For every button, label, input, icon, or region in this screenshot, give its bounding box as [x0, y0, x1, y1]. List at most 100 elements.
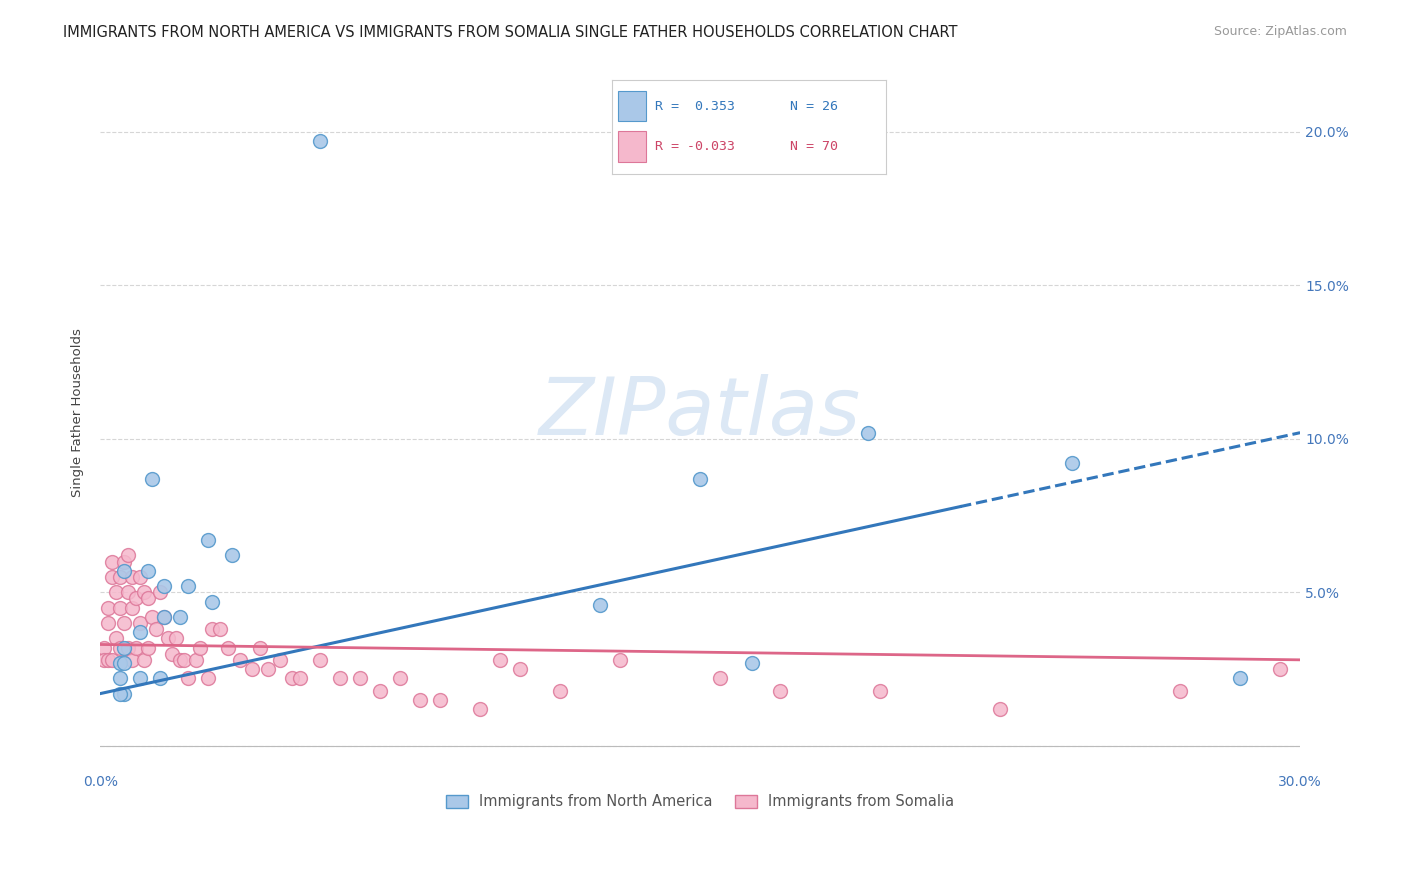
- Point: [108, 687, 131, 701]
- Point: [136, 564, 159, 578]
- Point: [1062, 456, 1084, 470]
- Point: [769, 683, 792, 698]
- Text: ZIPatlas: ZIPatlas: [538, 374, 862, 451]
- Point: [229, 653, 252, 667]
- Point: [101, 653, 124, 667]
- Point: [197, 533, 219, 548]
- Point: [108, 600, 131, 615]
- Point: [125, 640, 148, 655]
- Point: [1229, 671, 1251, 685]
- Point: [129, 671, 152, 685]
- Point: [186, 653, 208, 667]
- Point: [240, 662, 263, 676]
- Point: [134, 585, 156, 599]
- Point: [489, 653, 512, 667]
- Point: [108, 640, 131, 655]
- Point: [709, 671, 731, 685]
- Point: [221, 549, 243, 563]
- Point: [149, 671, 172, 685]
- Point: [368, 683, 391, 698]
- Point: [149, 585, 172, 599]
- Point: [105, 585, 128, 599]
- Point: [129, 615, 152, 630]
- Point: [101, 570, 124, 584]
- Text: Source: ZipAtlas.com: Source: ZipAtlas.com: [1213, 25, 1347, 38]
- Point: [117, 585, 139, 599]
- Point: [108, 656, 131, 670]
- Point: [112, 640, 135, 655]
- Point: [97, 615, 120, 630]
- Point: [121, 570, 143, 584]
- Point: [209, 622, 232, 636]
- Text: R =  0.353: R = 0.353: [655, 100, 735, 112]
- Point: [141, 472, 163, 486]
- Point: [105, 632, 128, 646]
- Point: [169, 653, 191, 667]
- Point: [269, 653, 291, 667]
- Point: [112, 656, 135, 670]
- Text: IMMIGRANTS FROM NORTH AMERICA VS IMMIGRANTS FROM SOMALIA SINGLE FATHER HOUSEHOLD: IMMIGRANTS FROM NORTH AMERICA VS IMMIGRA…: [63, 25, 957, 40]
- Point: [869, 683, 891, 698]
- Point: [173, 653, 195, 667]
- Point: [101, 555, 124, 569]
- Point: [129, 570, 152, 584]
- Point: [165, 632, 187, 646]
- Point: [470, 702, 492, 716]
- Point: [1268, 662, 1291, 676]
- Point: [112, 615, 135, 630]
- Text: N = 26: N = 26: [790, 100, 838, 112]
- Point: [217, 640, 239, 655]
- Point: [741, 656, 763, 670]
- Point: [1168, 683, 1191, 698]
- Point: [177, 579, 200, 593]
- Point: [117, 549, 139, 563]
- Point: [548, 683, 571, 698]
- Point: [201, 622, 224, 636]
- Point: [108, 671, 131, 685]
- Point: [429, 692, 451, 706]
- Point: [112, 555, 135, 569]
- Point: [988, 702, 1011, 716]
- Point: [201, 594, 224, 608]
- Point: [509, 662, 531, 676]
- Point: [112, 564, 135, 578]
- Point: [153, 610, 176, 624]
- Point: [309, 653, 332, 667]
- Point: [389, 671, 412, 685]
- Point: [153, 579, 176, 593]
- Point: [93, 640, 115, 655]
- Point: [153, 610, 176, 624]
- Point: [141, 610, 163, 624]
- Point: [609, 653, 631, 667]
- Point: [157, 632, 180, 646]
- Point: [108, 570, 131, 584]
- Point: [249, 640, 271, 655]
- Y-axis label: Single Father Households: Single Father Households: [72, 328, 84, 497]
- Point: [97, 600, 120, 615]
- Point: [856, 425, 879, 440]
- Point: [93, 653, 115, 667]
- Point: [689, 472, 711, 486]
- Point: [197, 671, 219, 685]
- Point: [281, 671, 304, 685]
- Point: [112, 687, 135, 701]
- Point: [160, 647, 183, 661]
- Point: [349, 671, 371, 685]
- Point: [145, 622, 167, 636]
- Point: [97, 653, 120, 667]
- Legend: Immigrants from North America, Immigrants from Somalia: Immigrants from North America, Immigrant…: [439, 787, 962, 817]
- Point: [117, 640, 139, 655]
- Bar: [619, 91, 645, 121]
- Point: [121, 600, 143, 615]
- Point: [129, 625, 152, 640]
- Text: R = -0.033: R = -0.033: [655, 140, 735, 153]
- Point: [136, 640, 159, 655]
- Point: [188, 640, 211, 655]
- Point: [136, 591, 159, 606]
- Point: [177, 671, 200, 685]
- Point: [257, 662, 280, 676]
- Point: [589, 598, 612, 612]
- Point: [169, 610, 191, 624]
- Point: [125, 591, 148, 606]
- Bar: [619, 131, 645, 161]
